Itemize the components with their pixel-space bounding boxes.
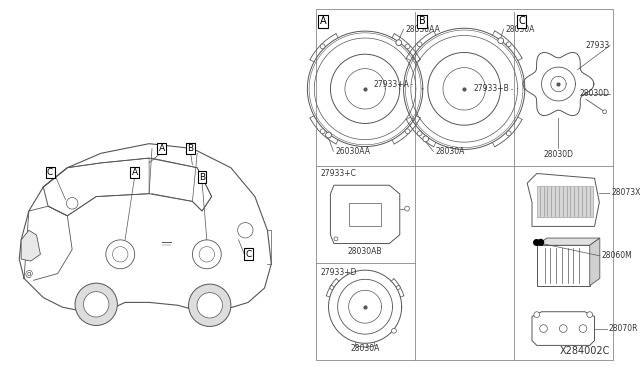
Bar [537,186,593,217]
Text: B: B [188,144,193,153]
Text: 27933+B: 27933+B [473,84,509,93]
Bar [537,245,589,286]
Text: 28030D: 28030D [543,150,573,159]
Circle shape [498,38,504,44]
Circle shape [423,136,429,142]
Circle shape [540,325,547,333]
Text: C: C [245,250,252,259]
Text: 28073X: 28073X [611,188,640,197]
Text: 28030A: 28030A [506,25,535,34]
Text: 28030AA: 28030AA [406,25,440,34]
Circle shape [334,237,338,241]
Circle shape [417,131,422,136]
Text: 28070R: 28070R [609,324,638,333]
Circle shape [404,206,410,211]
Text: 28030A: 28030A [350,344,380,353]
Bar [349,203,381,226]
Polygon shape [537,238,600,245]
Polygon shape [589,238,600,286]
Circle shape [396,286,400,289]
Text: 28030AB: 28030AB [348,247,382,256]
Text: A: A [132,168,138,177]
Circle shape [326,132,332,138]
Text: 27933+C: 27933+C [321,169,356,178]
Circle shape [506,131,511,136]
Circle shape [363,343,367,347]
Polygon shape [63,302,130,324]
Text: 26030AA: 26030AA [335,147,371,156]
Text: 27933+A: 27933+A [374,80,410,89]
Circle shape [396,40,402,45]
Circle shape [75,283,117,326]
Circle shape [330,286,334,289]
Circle shape [579,325,587,333]
Text: A: A [159,144,164,153]
Text: A: A [320,16,326,26]
Text: 28060M: 28060M [602,251,632,260]
Circle shape [405,44,410,49]
Circle shape [197,293,223,318]
Circle shape [189,284,231,327]
Text: 28030A: 28030A [435,147,465,156]
Circle shape [603,110,607,114]
Text: 28030D: 28030D [580,89,610,98]
Text: C: C [47,168,53,177]
Polygon shape [178,305,241,324]
Text: B: B [419,16,426,26]
Circle shape [392,328,396,333]
Circle shape [506,42,511,46]
Circle shape [320,129,325,134]
Text: C: C [518,16,525,26]
Text: 27933+D: 27933+D [321,268,357,277]
Text: X284002C: X284002C [559,346,610,356]
Circle shape [405,129,410,134]
Circle shape [534,312,540,318]
Text: 27933: 27933 [586,41,610,50]
Circle shape [83,292,109,317]
Circle shape [538,240,543,245]
Circle shape [587,312,593,318]
Text: B: B [199,173,205,182]
Circle shape [559,325,567,333]
Text: @: @ [25,269,33,278]
Circle shape [417,42,422,46]
Bar [316,9,613,360]
Circle shape [320,44,325,49]
Polygon shape [21,230,40,261]
